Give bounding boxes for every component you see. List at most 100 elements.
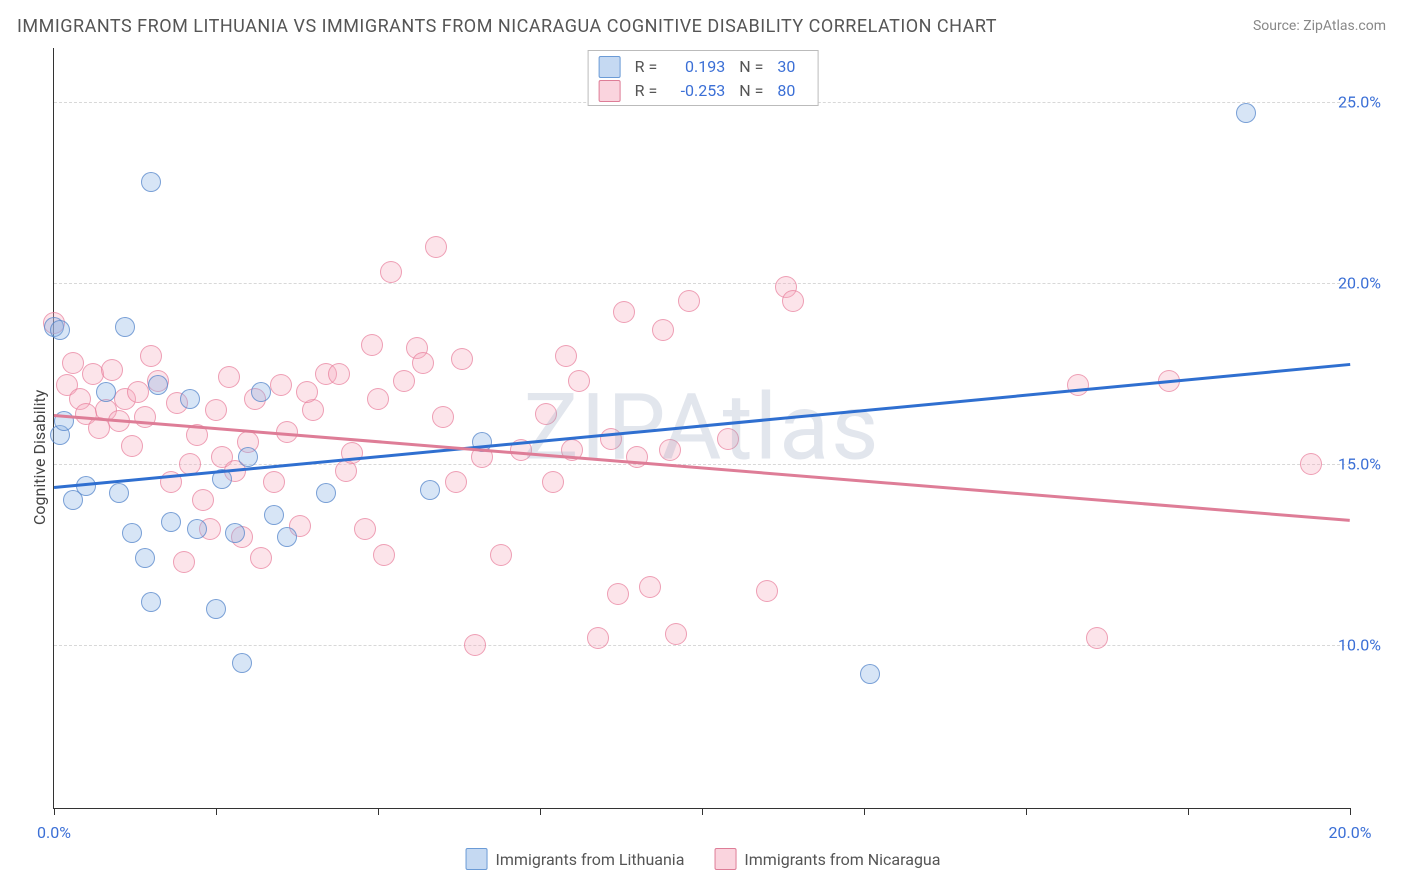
- source-prefix: Source:: [1253, 18, 1303, 34]
- data-point-pink: [121, 435, 143, 457]
- correlation-legend: R = 0.193 N = 30R = -0.253 N = 80: [588, 50, 819, 106]
- series-legend: Immigrants from Lithuania Immigrants fro…: [466, 848, 941, 870]
- data-point-pink: [134, 406, 156, 428]
- data-point-pink: [445, 471, 467, 493]
- data-point-pink: [380, 261, 402, 283]
- data-point-blue: [860, 664, 880, 684]
- data-point-pink: [717, 428, 739, 450]
- data-point-blue: [251, 382, 271, 402]
- data-point-blue: [187, 519, 207, 539]
- plot-area: ZIPAtlas 10.0%15.0%20.0%25.0%0.0%20.0%: [53, 48, 1350, 809]
- data-point-blue: [135, 548, 155, 568]
- data-point-pink: [490, 544, 512, 566]
- data-point-pink: [1067, 374, 1089, 396]
- r-value: 0.193: [671, 55, 725, 79]
- data-point-pink: [173, 551, 195, 573]
- legend-swatch-blue: [599, 56, 621, 78]
- data-point-blue: [96, 382, 116, 402]
- x-tick: [54, 808, 55, 815]
- data-point-pink: [600, 428, 622, 450]
- data-point-pink: [464, 634, 486, 656]
- data-point-pink: [432, 406, 454, 428]
- legend-label-lithuania: Immigrants from Lithuania: [496, 850, 685, 869]
- data-point-pink: [367, 388, 389, 410]
- n-value: 30: [777, 55, 807, 79]
- data-point-pink: [535, 403, 557, 425]
- data-point-pink: [192, 489, 214, 511]
- x-tick: [216, 808, 217, 815]
- data-point-pink: [361, 334, 383, 356]
- data-point-blue: [316, 483, 336, 503]
- data-point-pink: [613, 301, 635, 323]
- source-link[interactable]: ZipAtlas.com: [1303, 18, 1386, 34]
- data-point-pink: [263, 471, 285, 493]
- legend-item-nicaragua: Immigrants from Nicaragua: [714, 848, 940, 870]
- r-label: R =: [635, 79, 658, 103]
- legend-swatch-pink: [714, 848, 736, 870]
- x-tick: [540, 808, 541, 815]
- source-label: Source: ZipAtlas.com: [1253, 18, 1386, 34]
- y-tick-label: 25.0%: [1338, 93, 1398, 112]
- data-point-pink: [250, 547, 272, 569]
- data-point-pink: [587, 627, 609, 649]
- data-point-pink: [451, 348, 473, 370]
- data-point-pink: [328, 363, 350, 385]
- data-point-blue: [225, 523, 245, 543]
- data-point-pink: [82, 363, 104, 385]
- data-point-blue: [109, 483, 129, 503]
- trend-line-blue: [54, 363, 1350, 489]
- data-point-blue: [148, 375, 168, 395]
- legend-swatch-blue: [466, 848, 488, 870]
- data-point-blue: [180, 389, 200, 409]
- data-point-blue: [50, 320, 70, 340]
- data-point-pink: [665, 623, 687, 645]
- r-value: -0.253: [671, 79, 725, 103]
- data-point-pink: [626, 446, 648, 468]
- legend-swatch-pink: [599, 80, 621, 102]
- data-point-pink: [1086, 627, 1108, 649]
- data-point-pink: [341, 442, 363, 464]
- data-point-blue: [238, 447, 258, 467]
- n-label: N =: [739, 55, 763, 79]
- y-tick-label: 10.0%: [1338, 636, 1398, 655]
- data-point-pink: [607, 583, 629, 605]
- x-tick: [702, 808, 703, 815]
- y-axis-label: Cognitive Disability: [30, 390, 49, 525]
- x-tick: [1188, 808, 1189, 815]
- data-point-blue: [115, 317, 135, 337]
- gridline: [54, 645, 1350, 646]
- data-point-pink: [555, 345, 577, 367]
- x-tick: [864, 808, 865, 815]
- legend-row-blue: R = 0.193 N = 30: [599, 55, 808, 79]
- data-point-blue: [122, 523, 142, 543]
- r-label: R =: [635, 55, 658, 79]
- data-point-blue: [232, 653, 252, 673]
- data-point-pink: [296, 381, 318, 403]
- data-point-pink: [218, 366, 240, 388]
- data-point-pink: [140, 345, 162, 367]
- data-point-pink: [425, 236, 447, 258]
- x-tick: [1350, 808, 1351, 815]
- x-tick-label: 0.0%: [37, 823, 71, 842]
- data-point-blue: [420, 480, 440, 500]
- data-point-blue: [161, 512, 181, 532]
- data-point-pink: [127, 381, 149, 403]
- data-point-blue: [1236, 103, 1256, 123]
- y-tick-label: 15.0%: [1338, 455, 1398, 474]
- data-point-pink: [659, 439, 681, 461]
- x-tick-label: 20.0%: [1329, 823, 1372, 842]
- legend-row-pink: R =-0.253N =80: [599, 79, 808, 103]
- data-point-pink: [101, 359, 123, 381]
- data-point-pink: [373, 544, 395, 566]
- data-point-pink: [756, 580, 778, 602]
- data-point-blue: [264, 505, 284, 525]
- x-tick: [1026, 808, 1027, 815]
- n-value: 80: [777, 79, 807, 103]
- data-point-pink: [205, 399, 227, 421]
- data-point-pink: [678, 290, 700, 312]
- data-point-pink: [568, 370, 590, 392]
- chart-title: IMMIGRANTS FROM LITHUANIA VS IMMIGRANTS …: [17, 16, 997, 37]
- data-point-pink: [639, 576, 661, 598]
- data-point-blue: [206, 599, 226, 619]
- data-point-pink: [354, 518, 376, 540]
